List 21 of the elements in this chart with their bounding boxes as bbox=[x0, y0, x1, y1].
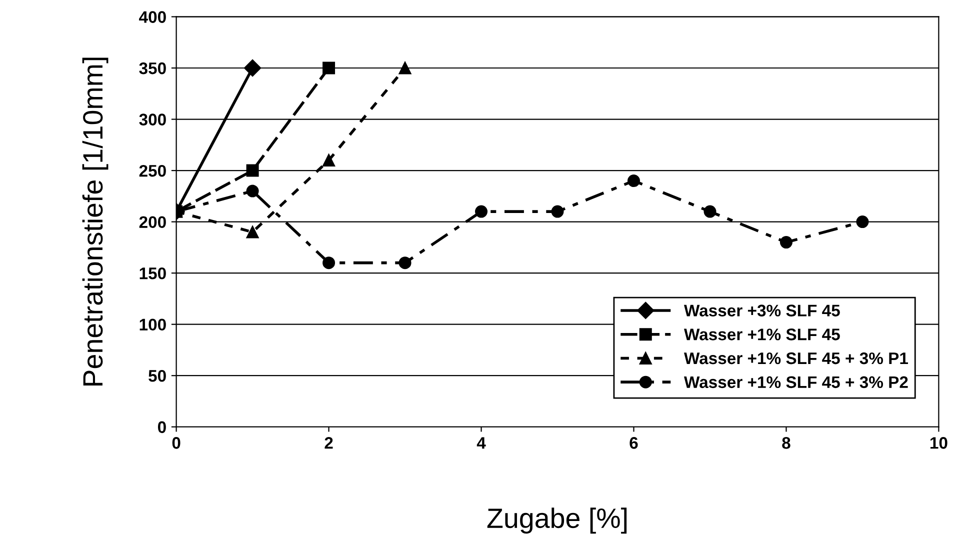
x-tick-label: 0 bbox=[172, 437, 180, 449]
legend-label: Wasser +1% SLF 45 + 3% P1 bbox=[684, 352, 908, 364]
legend-label: Wasser +3% SLF 45 bbox=[684, 304, 840, 316]
x-tick-label: 6 bbox=[630, 437, 638, 449]
y-tick-label: 150 bbox=[140, 267, 166, 280]
y-tick-label: 50 bbox=[148, 370, 166, 382]
x-axis-title: Zugabe [%] bbox=[487, 508, 627, 534]
x-tick-label: 4 bbox=[476, 437, 486, 449]
y-tick-label: 0 bbox=[158, 421, 166, 434]
y-tick-label: 300 bbox=[139, 114, 166, 126]
legend-label: Wasser +1% SLF 45 + 3% P2 bbox=[684, 376, 908, 388]
y-tick-label: 100 bbox=[140, 318, 166, 331]
x-tick-label: 8 bbox=[782, 437, 790, 449]
y-tick-label: 250 bbox=[139, 164, 166, 177]
y-tick-label: 350 bbox=[139, 62, 166, 74]
y-tick-label: 200 bbox=[139, 216, 166, 228]
legend-label: Wasser +1% SLF 45 bbox=[684, 328, 840, 340]
y-axis-title: Penetrationstiefe [1/10mm] bbox=[82, 58, 108, 386]
y-tick-label: 400 bbox=[139, 11, 166, 23]
x-tick-label: 2 bbox=[324, 437, 333, 449]
x-tick-label: 10 bbox=[930, 437, 948, 449]
